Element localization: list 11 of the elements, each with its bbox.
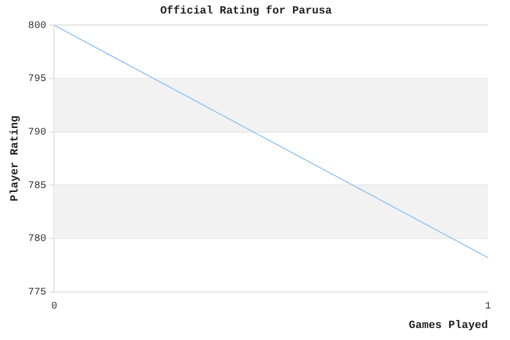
y-axis-title: Player Rating — [9, 116, 22, 202]
x-tick-label: 0 — [51, 301, 58, 312]
y-tick-label: 800 — [28, 20, 46, 32]
x-axis-title: Games Played — [408, 320, 488, 332]
y-tick-label: 780 — [28, 234, 46, 246]
x-tick-label: 1 — [484, 301, 492, 312]
y-tick-label: 775 — [28, 287, 46, 298]
y-tick-label: 795 — [28, 74, 46, 86]
y-tick-label: 785 — [28, 180, 46, 192]
chart-title: Official Rating for Parusa — [160, 4, 332, 18]
y-tick-label: 790 — [28, 127, 46, 138]
